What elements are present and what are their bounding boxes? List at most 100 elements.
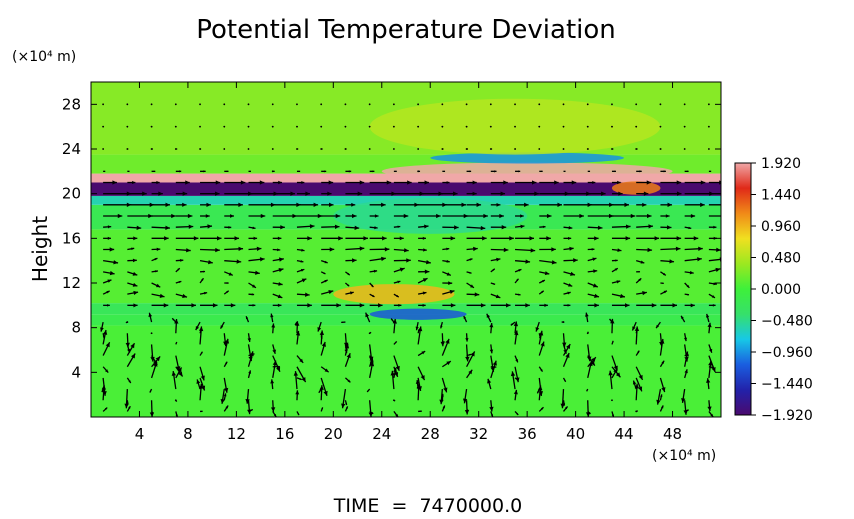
wind-vector-head [297, 413, 299, 416]
wind-vector-dot [368, 103, 371, 106]
wind-vector-dot [223, 103, 226, 106]
wind-vector-head [182, 202, 187, 207]
wind-vector-head [646, 213, 652, 219]
wind-vector-head [551, 260, 557, 265]
colorbar-tick-label: 1.440 [761, 188, 801, 204]
wind-vector-head [230, 303, 236, 308]
wind-vector-head [448, 281, 453, 286]
wind-vector-head [102, 330, 108, 335]
wind-vector-head [529, 236, 534, 241]
wind-vector-head [592, 181, 596, 184]
colorbar-tick-label: 0.000 [761, 282, 801, 298]
wind-vector-dot [320, 103, 323, 106]
wind-vector-head [295, 390, 300, 395]
wind-vector-head [347, 272, 350, 276]
wind-vector-dot [586, 125, 589, 128]
colorbar-tick-label: −1.920 [761, 408, 813, 424]
wind-vector-head [301, 181, 305, 184]
wind-vector-head [443, 387, 448, 393]
wind-vector-head [153, 170, 156, 173]
wind-vector-dot [247, 148, 250, 150]
wind-vector-head [422, 236, 426, 240]
wind-vector-dot [611, 103, 613, 106]
wind-vector-head [344, 349, 348, 354]
wind-vector-head [624, 303, 630, 308]
wind-vector-head [320, 336, 323, 339]
wind-vector-head [544, 303, 548, 308]
wind-vector-dot [489, 103, 492, 106]
colorbar-gradient [734, 162, 752, 416]
x-tick-label: 32 [469, 425, 488, 443]
wind-vector-head [614, 170, 616, 173]
wind-vector-head [336, 303, 341, 308]
wind-vector-head [223, 341, 228, 347]
wind-vector-head [245, 399, 250, 404]
wind-vector-head [624, 202, 629, 208]
wind-vector-head [534, 191, 539, 196]
wind-vector-head [700, 180, 706, 185]
wind-vector-head [305, 191, 310, 196]
wind-vector-head [446, 272, 451, 276]
wind-vector-head [625, 236, 631, 241]
wind-vector-head [440, 325, 443, 329]
wind-vector-head [228, 272, 233, 276]
wind-vector-head [321, 341, 326, 347]
wind-vector-head [185, 180, 190, 185]
wind-vector-head [560, 403, 565, 409]
wind-vector-head [557, 202, 562, 208]
wind-vector-dot [392, 399, 395, 402]
wind-vector-dot [126, 125, 129, 128]
wind-vector-head [202, 270, 206, 273]
wind-vector-head [687, 293, 689, 296]
y-tick-label: 8 [71, 319, 81, 337]
heatmap-feature [381, 162, 673, 181]
wind-vector-head [711, 367, 716, 373]
wind-vector-head [706, 378, 711, 383]
wind-vector-head [681, 398, 686, 403]
wind-vector-head [563, 349, 567, 354]
wind-vector-head [391, 318, 393, 321]
wind-vector-dot [683, 125, 686, 128]
wind-vector-head [301, 278, 307, 283]
wind-vector-head [698, 246, 703, 251]
wind-vector-head [513, 321, 519, 327]
wind-vector-head [251, 293, 255, 296]
wind-vector-head [107, 279, 112, 283]
wind-vector-dot [296, 125, 298, 128]
wind-vector-head [520, 224, 525, 229]
x-tick-label: 40 [566, 425, 585, 443]
wind-vector-head [469, 170, 472, 173]
wind-vector-head [538, 336, 542, 340]
wind-vector-head [592, 283, 598, 288]
wind-vector-head [642, 202, 647, 207]
wind-vector-head [656, 324, 660, 329]
wind-vector-head [369, 360, 374, 366]
wind-vector-head [593, 269, 598, 274]
wind-vector-head [155, 270, 158, 273]
wind-vector-head [317, 213, 323, 219]
wind-vector-head [205, 214, 210, 218]
wind-vector-head [615, 372, 621, 378]
heatmap-band [91, 303, 721, 315]
wind-vector-dot [174, 399, 177, 402]
wind-vector-head [165, 202, 171, 208]
wind-vector-head [252, 303, 256, 307]
wind-vector-head [565, 352, 570, 358]
wind-vector-dot [368, 332, 371, 335]
wind-vector-head [359, 180, 365, 185]
wind-vector-head [708, 348, 713, 353]
wind-vector-head [635, 329, 638, 332]
wind-vector-head [710, 413, 714, 417]
wind-vector-head [638, 278, 642, 282]
wind-vector-head [299, 377, 302, 380]
wind-vector-head [705, 313, 710, 318]
wind-vector-head [676, 236, 682, 241]
wind-vector-head [124, 403, 129, 409]
wind-vector-head [524, 202, 529, 208]
heatmap-band [91, 173, 721, 183]
wind-vector-dot [271, 148, 274, 150]
wind-vector-head [195, 326, 200, 331]
wind-vector-head [469, 271, 472, 274]
wind-vector-dot [223, 125, 226, 128]
wind-vector-head [591, 357, 596, 363]
